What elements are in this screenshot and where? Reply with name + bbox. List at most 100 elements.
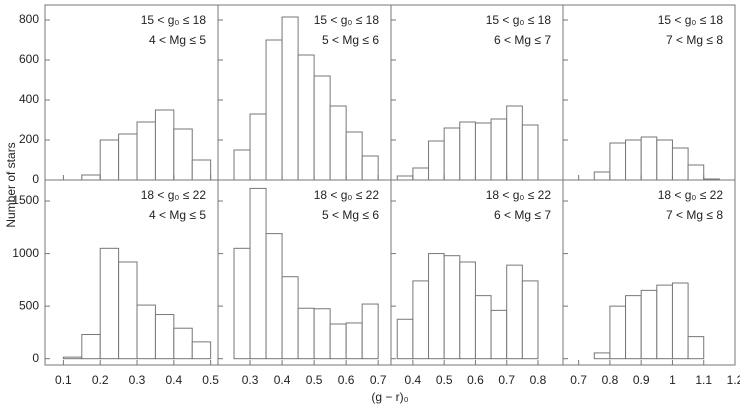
bar xyxy=(297,307,315,360)
x-tick-label: 1.2 xyxy=(727,373,740,387)
bar xyxy=(506,264,523,360)
y-axis-label: Number of stars xyxy=(4,142,18,227)
bar xyxy=(345,322,363,360)
bar xyxy=(671,147,689,181)
bar xyxy=(521,124,539,181)
bar xyxy=(521,280,539,360)
bar xyxy=(191,341,212,360)
bar xyxy=(459,261,476,360)
bar xyxy=(443,255,461,360)
annotation: 15 < g₀ ≤ 18 xyxy=(314,13,380,27)
panel-frame xyxy=(562,179,736,366)
x-tick-label: 0.9 xyxy=(633,373,650,387)
x-tick-label: 0.8 xyxy=(602,373,619,387)
bar xyxy=(118,261,138,360)
x-tick-label: 0.7 xyxy=(498,373,515,387)
bar xyxy=(99,139,120,181)
y-tick-label: 500 xyxy=(19,298,39,312)
bar xyxy=(345,131,363,181)
bar xyxy=(154,109,175,181)
x-tick-label: 0.3 xyxy=(242,373,259,387)
y-tick-label: 400 xyxy=(19,92,39,106)
bar xyxy=(490,118,508,181)
bar xyxy=(625,295,642,360)
x-tick-label: 0.1 xyxy=(55,373,72,387)
annotation: 4 < Mg ≤ 5 xyxy=(149,208,206,222)
bar xyxy=(640,289,658,360)
x-tick-label: 0.5 xyxy=(202,373,219,387)
bar xyxy=(249,187,267,360)
bar xyxy=(459,121,476,181)
y-tick-label: 600 xyxy=(19,52,39,66)
bar xyxy=(329,323,347,360)
bar xyxy=(396,318,414,360)
bar xyxy=(62,356,83,360)
bar xyxy=(640,136,658,181)
bar xyxy=(625,139,642,181)
x-tick-label: 0.2 xyxy=(92,373,109,387)
bar xyxy=(281,16,299,181)
bar xyxy=(81,174,101,181)
bar xyxy=(506,105,523,181)
bar xyxy=(99,247,120,360)
annotation: 5 < Mg ≤ 6 xyxy=(322,33,379,47)
annotation: 6 < Mg ≤ 7 xyxy=(494,33,551,47)
x-tick-label: 0.5 xyxy=(306,373,323,387)
y-tick-label: 200 xyxy=(19,132,39,146)
x-tick-label: 0.6 xyxy=(338,373,355,387)
bar xyxy=(233,247,251,360)
bar xyxy=(671,282,689,360)
x-tick-label: 0.6 xyxy=(467,373,484,387)
annotation: 4 < Mg ≤ 5 xyxy=(149,33,206,47)
annotation: 15 < g₀ ≤ 18 xyxy=(141,13,207,27)
bar xyxy=(412,167,430,181)
y-tick-label: 800 xyxy=(19,12,39,26)
bar xyxy=(593,171,611,181)
x-axis-label: (g − r)₀ xyxy=(371,390,408,404)
bar xyxy=(173,327,193,360)
x-tick-label: 0.7 xyxy=(370,373,387,387)
annotation: 7 < Mg ≤ 8 xyxy=(666,208,723,222)
x-tick-label: 1.1 xyxy=(695,373,712,387)
y-tick-label: 1500 xyxy=(12,193,39,207)
bar xyxy=(329,105,347,181)
y-tick-label: 1000 xyxy=(12,246,39,260)
annotation: 18 < g₀ ≤ 22 xyxy=(314,188,380,202)
annotation: 15 < g₀ ≤ 18 xyxy=(486,13,552,27)
annotation: 7 < Mg ≤ 8 xyxy=(666,33,723,47)
bar xyxy=(656,139,673,181)
bar xyxy=(313,75,331,181)
bar xyxy=(687,164,705,181)
bar xyxy=(191,159,212,181)
bar xyxy=(490,309,508,360)
x-tick-label: 1 xyxy=(669,373,676,387)
bar xyxy=(265,39,283,181)
bar xyxy=(428,140,445,181)
bar xyxy=(118,133,138,181)
bar xyxy=(656,284,673,360)
bar xyxy=(281,276,299,360)
bar xyxy=(233,149,251,181)
bar xyxy=(136,304,156,360)
annotation: 18 < g₀ ≤ 22 xyxy=(141,188,207,202)
x-tick-label: 0.4 xyxy=(405,373,422,387)
annotation: 6 < Mg ≤ 7 xyxy=(494,208,551,222)
annotation: 18 < g₀ ≤ 22 xyxy=(486,188,552,202)
bar xyxy=(265,233,283,360)
x-tick-label: 0.4 xyxy=(165,373,182,387)
bar xyxy=(593,352,611,360)
bar xyxy=(313,308,331,360)
bar xyxy=(297,54,315,181)
bar xyxy=(687,336,705,360)
bar xyxy=(173,128,193,181)
y-tick-label: 0 xyxy=(32,172,39,186)
x-tick-label: 0.4 xyxy=(274,373,291,387)
x-tick-label: 0.3 xyxy=(129,373,146,387)
x-tick-label: 0.8 xyxy=(530,373,547,387)
bar xyxy=(412,280,430,360)
bar xyxy=(396,175,414,181)
annotation: 15 < g₀ ≤ 18 xyxy=(658,13,724,27)
bar xyxy=(249,113,267,181)
bar xyxy=(428,253,445,360)
bar xyxy=(474,122,492,181)
